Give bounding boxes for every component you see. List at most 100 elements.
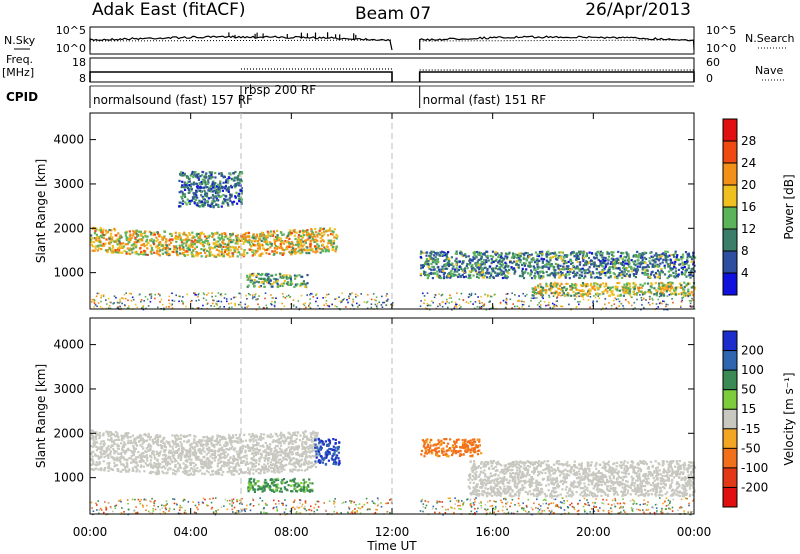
echo-cell <box>259 274 262 277</box>
echo-cell <box>111 244 114 248</box>
echo-cell <box>522 262 525 265</box>
echo-cell <box>283 436 286 439</box>
echo-cell <box>172 245 176 248</box>
echo-cell <box>296 241 299 244</box>
echo-cell <box>303 243 306 246</box>
echo-cell <box>603 259 606 262</box>
echo-cell <box>204 251 207 254</box>
echo-cell <box>434 272 437 275</box>
echo-cell <box>227 251 231 254</box>
echo-cell <box>447 306 449 309</box>
echo-cell <box>182 246 185 249</box>
echo-cell <box>630 295 632 298</box>
echo-cell <box>301 282 304 286</box>
echo-cell <box>212 186 215 189</box>
echo-cell <box>678 263 681 266</box>
echo-cell <box>234 195 237 198</box>
nave-tick-high: 60 <box>706 56 720 69</box>
echo-cell <box>540 294 542 296</box>
echo-cell <box>527 265 530 268</box>
echo-cell <box>687 254 690 257</box>
echo-cell <box>207 461 211 464</box>
echo-cell <box>656 253 659 257</box>
echo-cell <box>315 249 318 252</box>
echo-cell <box>558 287 561 290</box>
echo-cell <box>150 293 153 295</box>
echo-cell <box>253 281 256 284</box>
echo-cell <box>277 438 280 441</box>
echo-cell <box>311 247 314 251</box>
echo-cell <box>133 243 136 246</box>
echo-cell <box>666 258 669 261</box>
echo-cell <box>180 445 183 448</box>
echo-cell <box>595 254 598 257</box>
echo-cell <box>145 244 148 247</box>
echo-cell <box>651 259 654 262</box>
echo-cell <box>539 283 542 286</box>
echo-cell <box>541 296 543 298</box>
echo-cell <box>117 305 119 308</box>
echo-cell <box>220 300 223 303</box>
echo-cell <box>658 284 661 288</box>
echo-cell <box>216 231 219 234</box>
echo-cell <box>193 243 196 246</box>
echo-cell <box>539 251 542 255</box>
echo-cell <box>486 256 489 259</box>
echo-cell <box>428 272 431 275</box>
echo-cell <box>93 300 96 302</box>
echo-cell <box>544 292 547 295</box>
echo-cell <box>430 268 433 271</box>
noise-tick-low-right: 10^0 <box>706 42 736 55</box>
echo-cell <box>481 273 484 277</box>
echo-cell <box>171 303 173 306</box>
echo-cell <box>555 290 558 293</box>
echo-cell <box>258 285 261 288</box>
echo-cell <box>609 286 612 290</box>
echo-cell <box>193 236 196 239</box>
echo-cell <box>555 285 558 288</box>
echo-cell <box>302 240 305 243</box>
echo-cell <box>205 238 208 241</box>
echo-cell <box>99 244 102 247</box>
echo-cell <box>630 259 633 262</box>
echo-cell <box>240 306 243 309</box>
echo-cell <box>450 297 452 299</box>
echo-cell <box>462 260 465 263</box>
echo-cell <box>166 464 169 467</box>
echo-cell <box>634 307 636 309</box>
echo-cell <box>103 468 106 471</box>
echo-cell <box>153 441 156 444</box>
echo-cell <box>553 305 556 308</box>
echo-cell <box>381 295 383 298</box>
echo-cell <box>682 289 685 293</box>
echo-cell <box>649 304 651 306</box>
echo-cell <box>283 279 286 282</box>
echo-cell <box>94 245 97 248</box>
echo-cell <box>168 239 171 242</box>
echo-cell <box>585 284 588 288</box>
echo-cell <box>209 251 212 254</box>
echo-cell <box>126 243 129 246</box>
echo-cell <box>645 251 648 255</box>
echo-cell <box>623 274 626 277</box>
echo-cell <box>270 447 273 451</box>
echo-cell <box>538 271 541 274</box>
echo-cell <box>528 255 531 258</box>
echo-cell <box>640 286 643 289</box>
echo-cell <box>299 283 302 286</box>
echo-cell <box>617 274 620 277</box>
echo-cell <box>281 293 284 295</box>
echo-cell <box>538 305 541 308</box>
echo-cell <box>229 199 232 203</box>
echo-cell <box>116 301 119 304</box>
echo-cell <box>620 262 623 265</box>
echo-cell <box>163 246 166 249</box>
echo-cell <box>302 280 305 283</box>
echo-cell <box>221 241 224 244</box>
echo-cell <box>209 254 212 257</box>
echo-cell <box>296 238 299 241</box>
echo-cell <box>178 464 181 468</box>
echo-cell <box>121 297 123 299</box>
echo-cell <box>548 274 551 277</box>
echo-cell <box>575 305 578 308</box>
